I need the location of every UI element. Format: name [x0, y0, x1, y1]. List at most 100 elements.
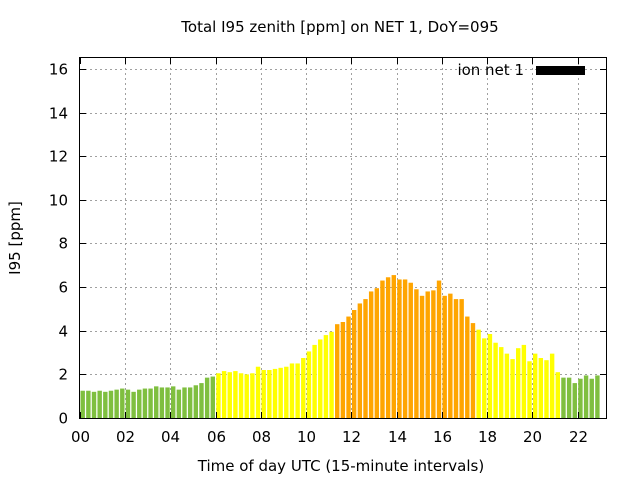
bar — [131, 391, 136, 418]
bar — [120, 388, 125, 418]
y-tick-label: 16 — [49, 61, 68, 79]
legend-label: ion net 1 — [457, 61, 524, 79]
bar — [165, 387, 170, 418]
bar — [578, 378, 583, 418]
bar — [561, 377, 566, 418]
bar — [487, 334, 493, 418]
bar — [431, 290, 436, 418]
bar — [555, 372, 561, 418]
bar — [504, 353, 510, 418]
x-tick-label: 14 — [388, 428, 407, 446]
bar — [566, 377, 572, 418]
bar — [521, 344, 527, 418]
bar — [572, 383, 577, 418]
bar — [227, 372, 232, 418]
x-tick-label: 06 — [207, 428, 226, 446]
bar — [137, 389, 142, 418]
bars — [80, 275, 600, 418]
bar — [97, 390, 102, 418]
bar — [453, 299, 459, 418]
bar — [532, 353, 538, 418]
bar — [250, 373, 255, 418]
bar — [193, 385, 199, 418]
y-tick-label: 6 — [58, 279, 68, 297]
x-tick-label: 00 — [71, 428, 90, 446]
y-tick-label: 4 — [58, 323, 68, 341]
bar — [470, 323, 476, 418]
bar — [385, 277, 391, 418]
x-tick-label: 16 — [433, 428, 452, 446]
bar — [261, 370, 266, 418]
x-axis-label: Time of day UTC (15-minute intervals) — [197, 457, 484, 475]
x-tick-label: 12 — [342, 428, 361, 446]
bar — [284, 366, 289, 418]
x-tick-label: 02 — [116, 428, 135, 446]
y-tick-label: 14 — [49, 105, 68, 123]
bar — [148, 388, 153, 418]
y-tick-label: 12 — [49, 148, 68, 166]
bar — [233, 371, 238, 418]
bar — [170, 386, 176, 418]
bar — [499, 347, 504, 418]
bar — [221, 371, 227, 418]
bar — [199, 383, 204, 418]
bar — [583, 375, 589, 418]
bar — [142, 388, 148, 418]
bar — [301, 358, 306, 418]
bar — [182, 387, 187, 418]
bar — [482, 338, 487, 418]
bar — [91, 391, 97, 418]
bar — [312, 344, 317, 418]
bar — [436, 280, 442, 418]
bar — [391, 275, 396, 418]
bar — [549, 353, 555, 418]
bar — [278, 367, 283, 418]
bar — [459, 299, 464, 418]
bar — [238, 373, 244, 418]
bar — [538, 358, 544, 418]
bar — [402, 279, 408, 418]
y-tick-label: 10 — [49, 192, 68, 210]
bar — [363, 299, 368, 418]
legend: ion net 1 — [457, 61, 585, 79]
bar — [448, 293, 453, 418]
y-tick-label: 2 — [58, 366, 68, 384]
bar — [476, 329, 481, 418]
plot-frame — [79, 57, 607, 419]
x-tick-label: 08 — [252, 428, 271, 446]
bar — [103, 391, 108, 418]
bar — [368, 291, 374, 418]
bar — [335, 324, 340, 418]
bar — [419, 295, 425, 418]
bar — [589, 378, 594, 418]
bar — [527, 361, 532, 418]
bar — [544, 360, 549, 418]
bar — [442, 295, 447, 418]
bar — [340, 322, 346, 418]
bar — [414, 289, 419, 418]
bar — [380, 280, 385, 418]
y-axis-label: I95 [ppm] — [6, 201, 24, 275]
bar — [159, 387, 165, 418]
bar — [255, 366, 261, 418]
bar — [595, 375, 600, 418]
bar — [108, 390, 114, 418]
bar — [465, 316, 470, 418]
bar — [397, 279, 402, 418]
bar — [114, 389, 119, 418]
bar — [244, 374, 249, 418]
bar — [210, 376, 215, 418]
bar — [425, 291, 430, 418]
y-tick-label: 0 — [58, 410, 68, 428]
bar — [510, 359, 515, 418]
bar — [346, 316, 351, 418]
y-tick-label: 8 — [58, 235, 68, 253]
bar — [323, 335, 329, 418]
chart-title: Total I95 zenith [ppm] on NET 1, DoY=095 — [180, 18, 498, 36]
bar — [204, 377, 210, 418]
bar — [295, 363, 300, 418]
bar — [289, 363, 295, 418]
bar — [306, 351, 312, 418]
bar — [86, 390, 91, 418]
